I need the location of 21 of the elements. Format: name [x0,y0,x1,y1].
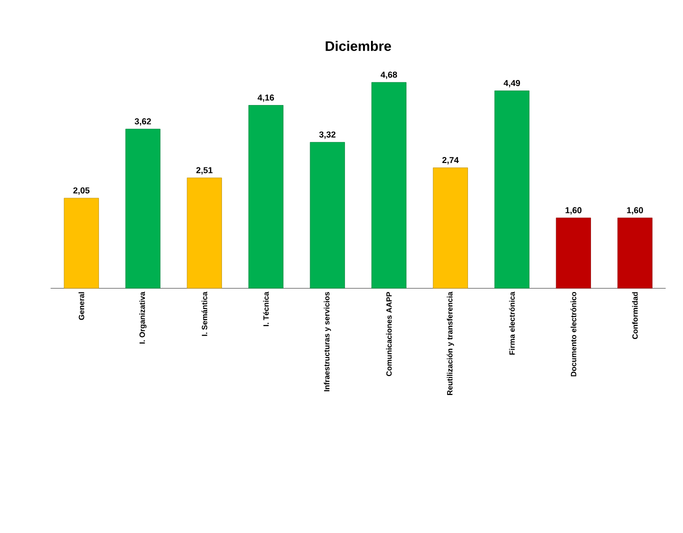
bar [248,104,284,288]
bar [125,128,160,288]
bar [432,167,468,288]
data-label: 4,68 [380,71,398,79]
bar [617,218,652,288]
data-label: 3,32 [319,131,336,139]
bar [371,82,406,288]
data-label: 4,49 [504,80,520,88]
bar [494,90,530,288]
data-label: 2,05 [73,187,90,195]
data-label: 2,51 [196,166,213,174]
data-label: 3,62 [134,118,151,126]
data-label: 2,74 [442,156,459,164]
bar [64,198,99,288]
bar [310,142,345,288]
chart-title: Diciembre [326,40,392,51]
bar [186,177,222,288]
data-label: 1,60 [566,206,582,214]
data-label: 1,60 [627,206,643,214]
bar [556,218,591,288]
data-label: 4,16 [258,94,274,102]
